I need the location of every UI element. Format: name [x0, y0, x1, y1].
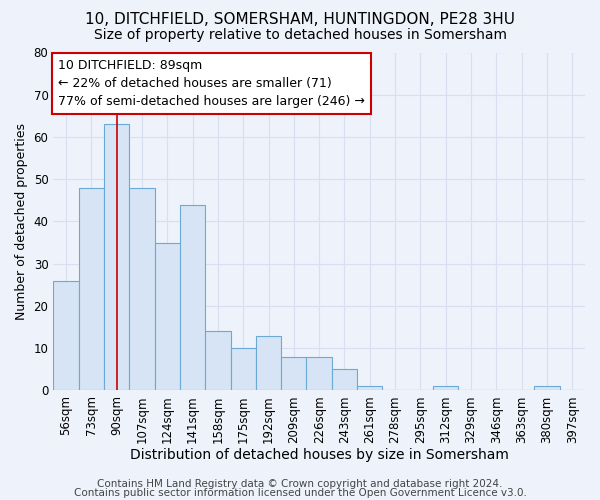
Bar	[256, 336, 281, 390]
Text: Contains HM Land Registry data © Crown copyright and database right 2024.: Contains HM Land Registry data © Crown c…	[97, 479, 503, 489]
Text: Size of property relative to detached houses in Somersham: Size of property relative to detached ho…	[94, 28, 506, 42]
Bar	[433, 386, 458, 390]
Text: 10, DITCHFIELD, SOMERSHAM, HUNTINGDON, PE28 3HU: 10, DITCHFIELD, SOMERSHAM, HUNTINGDON, P…	[85, 12, 515, 28]
Y-axis label: Number of detached properties: Number of detached properties	[15, 123, 28, 320]
Bar	[79, 188, 104, 390]
Bar	[332, 370, 357, 390]
Text: Contains public sector information licensed under the Open Government Licence v3: Contains public sector information licen…	[74, 488, 526, 498]
X-axis label: Distribution of detached houses by size in Somersham: Distribution of detached houses by size …	[130, 448, 509, 462]
Bar	[357, 386, 382, 390]
Bar	[155, 242, 180, 390]
Bar	[180, 204, 205, 390]
Text: 10 DITCHFIELD: 89sqm
← 22% of detached houses are smaller (71)
77% of semi-detac: 10 DITCHFIELD: 89sqm ← 22% of detached h…	[58, 59, 365, 108]
Bar	[104, 124, 129, 390]
Bar	[281, 356, 307, 390]
Bar	[53, 280, 79, 390]
Bar	[307, 356, 332, 390]
Bar	[129, 188, 155, 390]
Bar	[535, 386, 560, 390]
Bar	[230, 348, 256, 391]
Bar	[205, 332, 230, 390]
